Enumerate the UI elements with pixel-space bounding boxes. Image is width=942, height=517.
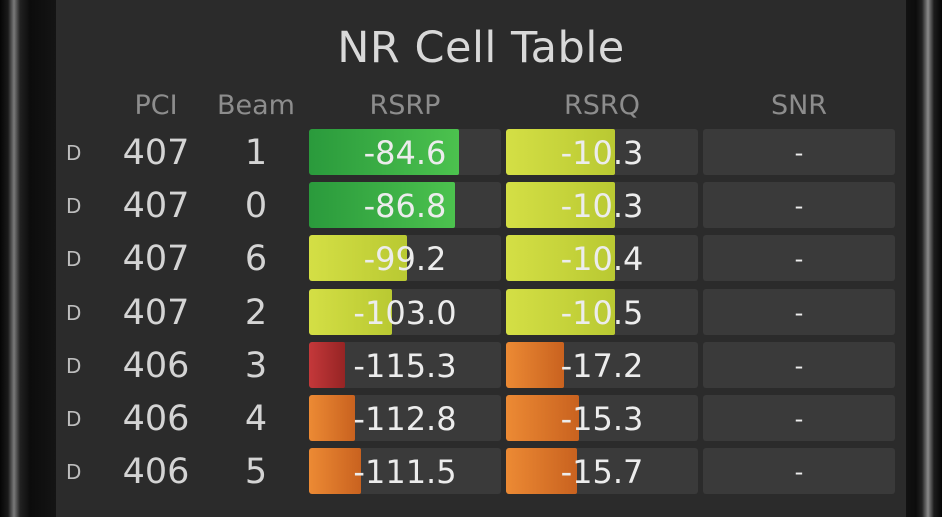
rsrp-level-bar bbox=[309, 129, 459, 175]
rsrp-value: -103.0 bbox=[353, 294, 457, 332]
rsrq-level-bar bbox=[506, 448, 577, 494]
rsrq-level-bar bbox=[506, 129, 615, 175]
table-row: D 407 2 -103.0 -10.5 - bbox=[56, 289, 906, 337]
direction-label: D bbox=[66, 301, 82, 325]
column-header-pci: PCI bbox=[134, 90, 178, 121]
rsrq-cell: -10.4 bbox=[506, 235, 698, 281]
beam-value: 4 bbox=[244, 399, 268, 439]
snr-cell: - bbox=[703, 289, 895, 335]
snr-value: - bbox=[794, 245, 804, 273]
rsrp-cell: -103.0 bbox=[309, 289, 501, 335]
direction-label: D bbox=[66, 194, 82, 218]
direction-label: D bbox=[66, 141, 82, 165]
table-row: D 407 0 -86.8 -10.3 - bbox=[56, 182, 906, 230]
rsrq-level-bar bbox=[506, 395, 579, 441]
rsrq-value: -10.5 bbox=[560, 294, 644, 332]
column-header-rsrq: RSRQ bbox=[564, 90, 640, 121]
rsrq-value: -15.3 bbox=[560, 400, 644, 438]
snr-value: - bbox=[794, 405, 804, 433]
column-header-snr: SNR bbox=[770, 90, 828, 121]
rsrp-cell: -99.2 bbox=[309, 235, 501, 281]
rsrp-level-bar bbox=[309, 235, 407, 281]
rsrq-value: -10.4 bbox=[560, 240, 644, 278]
snr-value: - bbox=[794, 139, 804, 167]
rsrq-level-bar bbox=[506, 182, 615, 228]
snr-cell: - bbox=[703, 448, 895, 494]
rsrp-cell: -112.8 bbox=[309, 395, 501, 441]
beam-value: 1 bbox=[244, 133, 268, 173]
rsrp-value: -115.3 bbox=[353, 347, 457, 385]
snr-cell: - bbox=[703, 182, 895, 228]
rsrp-level-bar bbox=[309, 395, 355, 441]
beam-value: 3 bbox=[244, 346, 268, 386]
rsrp-cell: -115.3 bbox=[309, 342, 501, 388]
snr-value: - bbox=[794, 352, 804, 380]
pci-value: 407 bbox=[122, 239, 190, 279]
rsrp-cell: -86.8 bbox=[309, 182, 501, 228]
pci-value: 406 bbox=[122, 452, 190, 492]
direction-label: D bbox=[66, 407, 82, 431]
rsrp-cell: -111.5 bbox=[309, 448, 501, 494]
beam-value: 2 bbox=[244, 293, 268, 333]
snr-cell: - bbox=[703, 235, 895, 281]
direction-label: D bbox=[66, 460, 82, 484]
table-row: D 406 4 -112.8 -15.3 - bbox=[56, 395, 906, 443]
rsrq-level-bar bbox=[506, 235, 615, 281]
rsrq-level-bar bbox=[506, 342, 564, 388]
column-header-rsrp: RSRP bbox=[369, 90, 441, 121]
rsrq-cell: -15.3 bbox=[506, 395, 698, 441]
rsrp-level-bar bbox=[309, 289, 392, 335]
table-row: D 406 5 -111.5 -15.7 - bbox=[56, 448, 906, 496]
rsrq-cell: -15.7 bbox=[506, 448, 698, 494]
rsrp-value: -112.8 bbox=[353, 400, 457, 438]
rsrp-level-bar bbox=[309, 448, 361, 494]
rsrp-value: -84.6 bbox=[363, 134, 447, 172]
table-row: D 407 1 -84.6 -10.3 - bbox=[56, 129, 906, 177]
table-row: D 406 3 -115.3 -17.2 - bbox=[56, 342, 906, 390]
rsrq-cell: -10.3 bbox=[506, 182, 698, 228]
rsrq-value: -15.7 bbox=[560, 453, 644, 491]
snr-value: - bbox=[794, 458, 804, 486]
column-header-beam: Beam bbox=[217, 90, 295, 121]
rsrp-level-bar bbox=[309, 182, 455, 228]
beam-value: 0 bbox=[244, 186, 268, 226]
pci-value: 406 bbox=[122, 346, 190, 386]
rsrq-value: -10.3 bbox=[560, 187, 644, 225]
beam-value: 6 bbox=[244, 239, 268, 279]
table-row: D 407 6 -99.2 -10.4 - bbox=[56, 235, 906, 283]
rsrp-value: -86.8 bbox=[363, 187, 447, 225]
pci-value: 407 bbox=[122, 133, 190, 173]
rsrq-cell: -10.3 bbox=[506, 129, 698, 175]
rsrp-cell: -84.6 bbox=[309, 129, 501, 175]
pci-value: 407 bbox=[122, 293, 190, 333]
device-frame-right bbox=[902, 0, 942, 517]
snr-cell: - bbox=[703, 395, 895, 441]
rsrq-value: -10.3 bbox=[560, 134, 644, 172]
rsrq-cell: -10.5 bbox=[506, 289, 698, 335]
snr-cell: - bbox=[703, 129, 895, 175]
snr-value: - bbox=[794, 192, 804, 220]
page-title: NR Cell Table bbox=[337, 23, 625, 73]
rsrp-value: -111.5 bbox=[353, 453, 457, 491]
rsrq-cell: -17.2 bbox=[506, 342, 698, 388]
rsrp-level-bar bbox=[309, 342, 345, 388]
pci-value: 406 bbox=[122, 399, 190, 439]
rsrq-level-bar bbox=[506, 289, 615, 335]
snr-cell: - bbox=[703, 342, 895, 388]
rsrp-value: -99.2 bbox=[363, 240, 447, 278]
direction-label: D bbox=[66, 247, 82, 271]
beam-value: 5 bbox=[244, 452, 268, 492]
snr-value: - bbox=[794, 299, 804, 327]
pci-value: 407 bbox=[122, 186, 190, 226]
rsrq-value: -17.2 bbox=[560, 347, 644, 385]
direction-label: D bbox=[66, 354, 82, 378]
nr-cell-table-screen: NR Cell Table PCI Beam RSRP RSRQ SNR D 40… bbox=[56, 0, 906, 517]
